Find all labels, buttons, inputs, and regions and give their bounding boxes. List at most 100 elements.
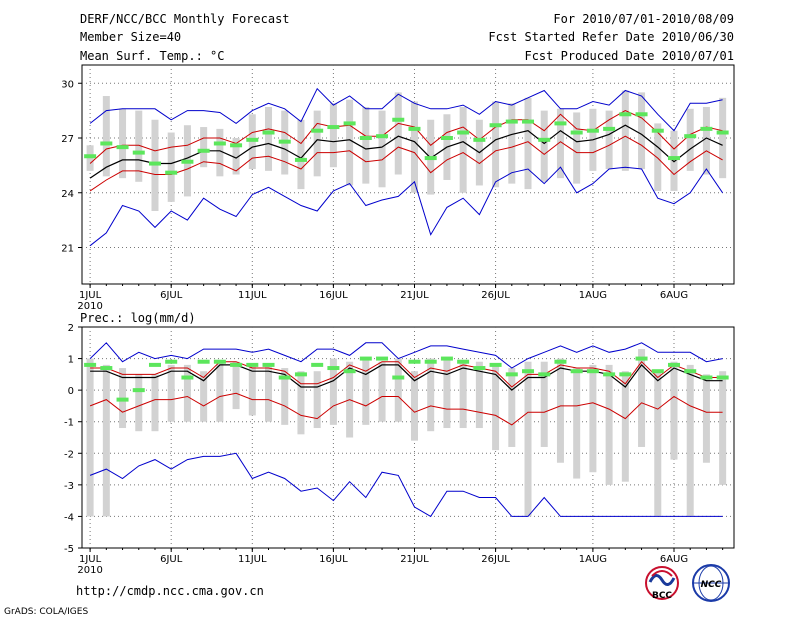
temp-range-bar — [232, 138, 240, 175]
temp-range-bar — [410, 101, 418, 193]
temp-range-bar — [719, 97, 727, 179]
temp-range-bar — [216, 128, 224, 177]
prec-y-tick-label: 1 — [68, 355, 74, 366]
temp-range-bar — [329, 103, 337, 168]
temp-ensemble-marker — [473, 137, 486, 142]
prec-x-tick-label: 26JUL — [481, 554, 510, 565]
temp-range-bar — [670, 130, 678, 191]
prec-ensemble-marker — [262, 362, 275, 367]
prec-y-tick-label: -2 — [64, 449, 74, 460]
temp-ensemble-marker — [700, 126, 713, 131]
prec-range-bar — [524, 361, 532, 517]
temp-range-bar — [540, 110, 548, 182]
prec-range-bar — [297, 371, 305, 435]
prec-range-bar — [605, 364, 613, 485]
prec-range-bar — [200, 371, 208, 422]
prec-ensemble-marker — [311, 362, 324, 367]
prec-ensemble-marker — [246, 362, 259, 367]
temp-ensemble-marker — [667, 156, 680, 161]
temp-x-tick-label: 11JUL — [238, 290, 267, 301]
prec-range-bar — [638, 349, 646, 447]
prec-ensemble-marker — [440, 356, 453, 361]
temp-upper-line — [89, 110, 723, 164]
website-url[interactable]: http://cmdp.ncc.cma.gov.cn — [76, 584, 264, 598]
prec-range-bar — [378, 361, 386, 422]
bcc-logo-arc — [651, 570, 673, 577]
prec-range-bar — [232, 361, 240, 410]
temp-range-bar — [605, 110, 613, 170]
temp-y-tick-label: 27 — [61, 134, 74, 145]
temp-x-tick-label: 16JUL — [319, 290, 348, 301]
temp-range-bar — [702, 106, 710, 175]
prec-plot-frame — [81, 326, 735, 549]
temp-x-tick-label: 6JUL — [160, 290, 183, 301]
prec-range-bar — [686, 364, 694, 517]
prec-ensemble-marker — [116, 397, 129, 402]
prec-x-tick-label: 6AUG — [660, 554, 688, 565]
prec-ensemble-marker — [473, 366, 486, 371]
prec-ensemble-marker — [667, 362, 680, 367]
prec-range-bar — [589, 364, 597, 473]
temp-range-bar — [119, 108, 127, 179]
prec-max-line — [89, 342, 723, 369]
prec-ensemble-marker — [165, 359, 178, 364]
bcc-logo-wave — [648, 574, 676, 586]
prec-ensemble-marker — [505, 372, 518, 377]
temp-ensemble-marker — [246, 137, 259, 142]
temp-range-bar — [459, 106, 467, 193]
prec-ensemble-marker — [570, 369, 583, 374]
temp-ensemble-marker — [489, 123, 502, 128]
ncc-logo-text: NCC — [701, 580, 722, 590]
temp-ensemble-marker — [116, 145, 129, 150]
prec-range-bar — [329, 358, 337, 425]
temp-range-bar — [394, 92, 402, 175]
prec-ensemble-marker — [554, 359, 567, 364]
temp-range-bar — [508, 103, 516, 184]
temp-range-bar — [102, 96, 110, 177]
temp-y-tick-label: 21 — [61, 244, 74, 255]
prec-range-bar — [135, 374, 143, 432]
prec-range-bar — [313, 371, 321, 429]
prec-ensemble-marker — [392, 375, 405, 380]
prec-ensemble-marker — [522, 369, 535, 374]
prec-range-bar — [281, 368, 289, 425]
prec-upper-line — [90, 360, 723, 388]
temp-range-bar — [686, 108, 694, 171]
prec-ensemble-marker — [327, 366, 340, 371]
prec-x-tick-label: 16JUL — [319, 554, 348, 565]
temp-ensemble-marker — [132, 150, 145, 155]
temp-ensemble-marker — [522, 119, 535, 124]
temp-x-tick-label: 6AUG — [660, 290, 688, 301]
temp-ensemble-marker — [570, 130, 583, 135]
prec-y-tick-label: 0 — [68, 386, 74, 397]
prec-range-bar — [459, 361, 467, 429]
prec-ensemble-marker — [716, 375, 729, 380]
prec-x-tick-label: 21JUL — [400, 554, 429, 565]
temp-x-tick-label: 1JUL — [79, 290, 102, 301]
temp-range-bar — [654, 123, 662, 191]
temp-y-tick-label: 30 — [61, 79, 74, 90]
prec-ensemble-marker — [619, 372, 632, 377]
temp-ensemble-marker — [635, 112, 648, 117]
prec-range-bar — [670, 361, 678, 460]
temp-range-bar — [492, 101, 500, 188]
temp-max-line — [89, 87, 723, 132]
temp-ensemble-marker — [651, 128, 664, 133]
temp-ensemble-marker — [440, 136, 453, 140]
prec-min-line — [89, 452, 723, 518]
prec-x-tick-label: 11JUL — [238, 554, 267, 565]
prec-ensemble-marker — [586, 369, 599, 374]
temp-mean-line — [89, 124, 723, 179]
temp-range-bar — [638, 92, 646, 170]
temp-range-bar — [573, 112, 581, 184]
temp-range-bar — [265, 106, 273, 171]
prec-range-bar — [540, 361, 548, 447]
temp-range-bar — [621, 90, 629, 171]
temp-range-bar — [378, 110, 386, 188]
prec-range-bar — [621, 371, 629, 482]
prec-x-tick-label: 6JUL — [160, 554, 183, 565]
forecast-produced-date: Fcst Produced Date 2010/07/01 — [524, 49, 734, 63]
temp-ensemble-marker — [684, 134, 697, 139]
temp-range-bar — [135, 110, 143, 182]
